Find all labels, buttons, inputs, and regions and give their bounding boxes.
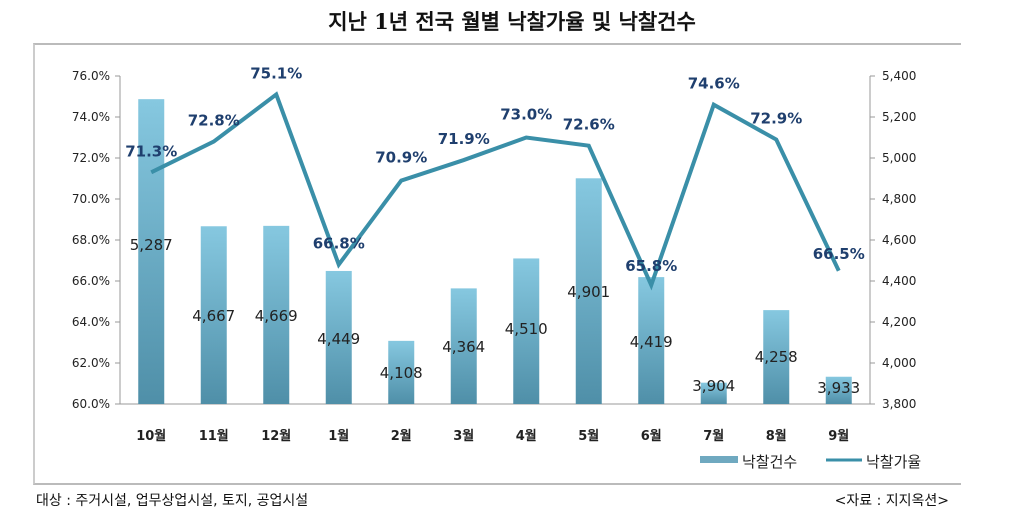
- left-tick-label: 64.0%: [72, 315, 110, 329]
- line-data-label: 71.3%: [125, 142, 177, 160]
- x-tick-label: 3월: [453, 428, 474, 444]
- line-data-label: 71.9%: [438, 130, 490, 148]
- bar: [263, 225, 290, 404]
- legend-bar-swatch: [700, 456, 738, 463]
- rate-line: [150, 91, 841, 291]
- bar: [575, 178, 602, 404]
- right-tick-label: 4,600: [882, 233, 916, 247]
- bar-data-label: 3,904: [692, 377, 735, 395]
- left-tick-label: 76.0%: [72, 69, 110, 83]
- line-data-label: 72.8%: [188, 112, 240, 130]
- left-tick-label: 74.0%: [72, 110, 110, 124]
- line-data-label: 66.8%: [313, 235, 365, 253]
- line-data-label: 72.6%: [563, 116, 615, 134]
- left-tick-label: 62.0%: [72, 356, 110, 370]
- x-tick-label: 8월: [766, 428, 787, 444]
- bar-data-label: 4,901: [567, 283, 610, 301]
- right-tick-label: 4,400: [882, 274, 916, 288]
- line-data-label: 75.1%: [250, 64, 302, 82]
- source-note: <자료 : 지지옥션>: [834, 493, 949, 509]
- x-tick-label: 10월: [136, 428, 166, 444]
- bar: [388, 340, 415, 404]
- line-data-label: 66.5%: [813, 245, 865, 263]
- left-tick-label: 70.0%: [72, 192, 110, 206]
- right-tick-label: 5,000: [882, 151, 916, 165]
- x-tick-label: 9월: [828, 428, 849, 444]
- bar-data-label: 4,258: [755, 348, 798, 366]
- right-tick-label: 4,800: [882, 192, 916, 206]
- bar-data-label: 4,449: [317, 330, 360, 348]
- bar-data-label: 4,669: [255, 307, 298, 325]
- left-tick-label: 60.0%: [72, 397, 110, 411]
- legend-line-label: 낙찰가율: [866, 453, 921, 471]
- x-tick-label: 12월: [261, 428, 291, 444]
- left-tick-label: 66.0%: [72, 274, 110, 288]
- bar-data-label: 4,364: [442, 338, 485, 356]
- bar: [513, 258, 540, 404]
- x-tick-label: 6월: [641, 428, 662, 444]
- line-data-label: 65.8%: [625, 257, 677, 275]
- x-tick-label: 5월: [578, 428, 599, 444]
- left-tick-label: 72.0%: [72, 151, 110, 165]
- line-data-label: 74.6%: [688, 75, 740, 93]
- legend-bar-label: 낙찰건수: [742, 453, 797, 471]
- right-tick-label: 4,200: [882, 315, 916, 329]
- footnote: 대상 : 주거시설, 업무상업시설, 토지, 공업시설: [36, 493, 309, 509]
- bar: [138, 99, 165, 404]
- line-data-label: 70.9%: [375, 149, 427, 167]
- line-data-label: 72.9%: [750, 110, 802, 128]
- bar-data-label: 4,419: [630, 333, 673, 351]
- right-tick-label: 3,800: [882, 397, 916, 411]
- bar: [638, 277, 665, 404]
- x-tick-label: 2월: [391, 428, 412, 444]
- bar: [200, 226, 227, 404]
- left-tick-label: 68.0%: [72, 233, 110, 247]
- bar-data-label: 4,510: [505, 320, 548, 338]
- x-tick-label: 1월: [328, 428, 349, 444]
- bar: [325, 270, 352, 404]
- chart-title: 지난 1년 전국 월별 낙찰가율 및 낙찰건수: [328, 9, 696, 34]
- bar: [700, 382, 727, 404]
- bar: [763, 310, 790, 404]
- bar: [825, 376, 852, 404]
- chart-frame: [33, 43, 961, 485]
- right-tick-label: 4,000: [882, 356, 916, 370]
- right-tick-label: 5,400: [882, 69, 916, 83]
- bar-data-label: 4,108: [380, 364, 423, 382]
- bar-data-label: 3,933: [817, 379, 860, 397]
- line-data-label: 73.0%: [500, 106, 552, 124]
- bar: [450, 288, 477, 404]
- x-tick-label: 11월: [199, 428, 229, 444]
- bar-data-label: 5,287: [130, 236, 173, 254]
- bar-data-label: 4,667: [192, 307, 235, 325]
- right-tick-label: 5,200: [882, 110, 916, 124]
- x-tick-label: 7월: [703, 428, 724, 444]
- x-tick-label: 4월: [516, 428, 537, 444]
